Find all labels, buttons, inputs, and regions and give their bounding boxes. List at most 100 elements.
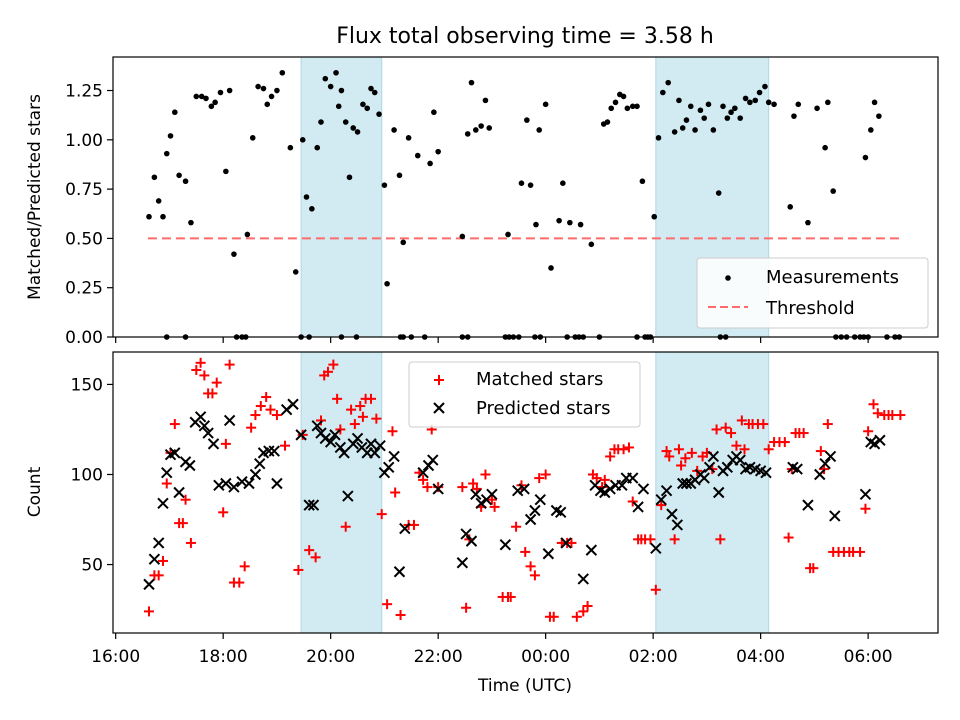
- measurement-point: [459, 233, 466, 240]
- predicted-point: [874, 434, 886, 446]
- measurement-point: [683, 117, 690, 123]
- measurement-point: [715, 190, 722, 196]
- matched-point: [250, 410, 261, 421]
- predicted-point: [194, 411, 207, 423]
- y-tick-label: 1.00: [65, 131, 103, 151]
- predicted-point: [721, 461, 734, 473]
- measurement-point: [752, 97, 759, 104]
- measurement-point: [825, 99, 831, 106]
- predicted-point: [351, 432, 364, 445]
- predicted-point: [287, 398, 299, 410]
- measurement-point: [771, 101, 777, 108]
- predicted-point: [560, 537, 572, 549]
- measurement-point: [478, 123, 484, 129]
- predicted-point: [388, 450, 400, 463]
- measurement-point: [435, 148, 441, 155]
- predicted-point: [819, 457, 831, 470]
- matched-point: [207, 388, 218, 399]
- predicted-point: [393, 566, 406, 578]
- matched-point: [304, 545, 315, 556]
- matched-point: [365, 393, 376, 404]
- matched-point: [711, 424, 722, 435]
- measurement-point: [163, 150, 170, 157]
- matched-point: [224, 359, 235, 370]
- y-tick-label: 0.25: [65, 279, 103, 299]
- measurement-point: [765, 99, 772, 106]
- matched-point: [605, 451, 616, 462]
- matched-point: [261, 392, 272, 403]
- matched-point: [571, 611, 582, 622]
- matched-point: [293, 564, 304, 575]
- measurement-point: [167, 133, 174, 139]
- matched-point: [346, 404, 357, 415]
- bottom-legend: Matched stars Predicted stars: [408, 361, 641, 428]
- matched-point: [457, 482, 468, 493]
- matched-point: [480, 469, 491, 480]
- measurement-point: [830, 188, 836, 194]
- predicted-point: [707, 450, 720, 463]
- matched-point: [656, 500, 667, 511]
- measurement-point: [705, 101, 712, 108]
- measurement-point: [527, 182, 534, 188]
- measurement-point: [671, 129, 678, 135]
- predicted-point: [374, 439, 386, 452]
- shaded-interval: [300, 351, 383, 634]
- predicted-point: [148, 553, 161, 565]
- measurement-point: [231, 251, 237, 257]
- measurement-point: [338, 87, 345, 94]
- measurement-point: [333, 69, 339, 76]
- measurement-point: [264, 101, 271, 108]
- y-tick-label: 0.50: [65, 229, 103, 249]
- predicted-point: [542, 548, 555, 560]
- matched-point: [357, 411, 368, 422]
- predicted-point: [207, 438, 220, 450]
- x-tick-label: 18:00: [199, 647, 248, 667]
- measurement-point: [255, 83, 261, 90]
- matched-point: [328, 359, 339, 370]
- measurement-point: [737, 115, 744, 121]
- measurement-point: [868, 127, 874, 133]
- measurement-point: [665, 79, 671, 86]
- measurement-point: [208, 103, 215, 110]
- matched-point: [161, 478, 172, 489]
- predicted-point: [585, 544, 598, 556]
- measurement-point: [292, 269, 299, 275]
- bottom-panel: 50 100 150 16:00 18:00 20:00 22:00 00:00 02:00 0…: [25, 351, 939, 696]
- shaded-interval: [300, 56, 383, 338]
- measurement-point: [371, 89, 378, 96]
- predicted-point: [627, 472, 639, 484]
- predicted-point: [655, 493, 667, 506]
- matched-point: [349, 419, 360, 430]
- matched-point: [395, 609, 406, 620]
- predicted-point: [577, 573, 589, 585]
- predicted-point: [271, 477, 283, 490]
- measurement-point: [762, 83, 768, 90]
- matched-point: [355, 401, 366, 412]
- measurement-point: [464, 131, 471, 137]
- predicted-point: [865, 436, 877, 448]
- measurement-point: [354, 129, 361, 135]
- measurement-point: [687, 103, 694, 110]
- measurement-point: [384, 280, 390, 287]
- matched-point: [382, 599, 393, 610]
- y-tick-label: 0.00: [65, 328, 103, 348]
- matched-point: [220, 438, 231, 449]
- y-tick-label: 150: [71, 375, 103, 395]
- predicted-point: [365, 438, 377, 450]
- matched-point: [310, 552, 321, 563]
- matched-point: [218, 507, 229, 518]
- predicted-point: [554, 506, 567, 519]
- measurement-point: [620, 93, 627, 100]
- matched-point: [578, 606, 589, 617]
- predicted-point: [303, 499, 315, 511]
- predicted-point: [399, 522, 411, 535]
- measurement-point: [279, 69, 286, 76]
- measurement-point: [274, 87, 280, 94]
- top-panel: 0.00 0.25 0.50 0.75 1.00 1.25 Matched/Predict…: [25, 56, 939, 348]
- matched-point: [664, 451, 675, 462]
- predicted-point: [868, 438, 881, 450]
- measurement-point: [612, 99, 619, 106]
- shaded-interval: [655, 351, 770, 634]
- measurement-point: [795, 101, 802, 108]
- matched-point: [297, 429, 308, 440]
